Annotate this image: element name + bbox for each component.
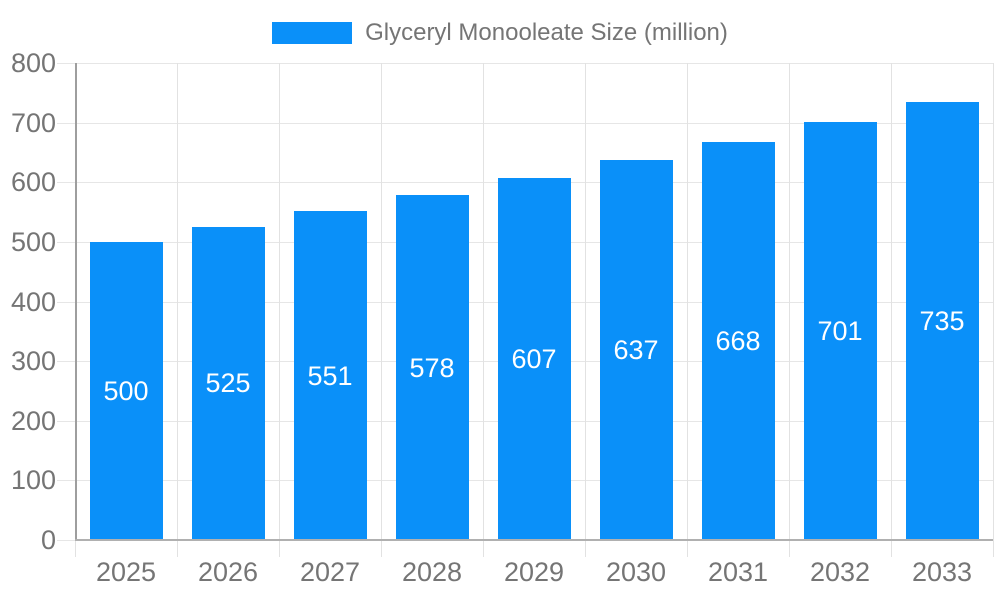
x-axis-tick-label: 2027 xyxy=(299,557,361,587)
bar[interactable] xyxy=(803,122,877,540)
bar[interactable] xyxy=(497,178,571,540)
x-axis-tick-label: 2030 xyxy=(605,557,667,587)
v-gridline xyxy=(177,63,178,557)
x-axis-tick-label: 2029 xyxy=(503,557,565,587)
bar[interactable] xyxy=(599,160,673,540)
v-gridline xyxy=(687,63,688,557)
y-axis-tick-label: 200 xyxy=(10,405,56,436)
bar-value-label: 637 xyxy=(613,335,659,366)
bar-value-label: 607 xyxy=(511,344,557,375)
y-axis-tick-label: 400 xyxy=(10,286,56,317)
x-axis-tick-label: 2028 xyxy=(401,557,463,587)
h-gridline xyxy=(57,63,993,64)
x-axis-tick-label: 2025 xyxy=(95,557,157,587)
legend-swatch xyxy=(272,22,353,44)
v-gridline xyxy=(279,63,280,557)
h-gridline xyxy=(57,122,993,124)
legend-label: Glyceryl Monooleate Size (million) xyxy=(365,19,728,46)
v-gridline xyxy=(585,63,586,557)
y-axis-line xyxy=(75,63,77,540)
v-gridline xyxy=(483,63,484,557)
y-axis-tick-label: 500 xyxy=(10,226,56,257)
v-gridline xyxy=(789,63,790,557)
bar[interactable] xyxy=(89,241,163,540)
v-gridline xyxy=(891,63,892,557)
bar[interactable] xyxy=(293,211,367,540)
y-axis-tick-label: 100 xyxy=(10,465,56,496)
y-axis-tick-label: 600 xyxy=(10,167,56,198)
bar-value-label: 525 xyxy=(205,368,251,399)
bar[interactable] xyxy=(191,226,265,540)
bar-value-label: 735 xyxy=(919,305,965,336)
legend-item[interactable]: Glyceryl Monooleate Size (million) xyxy=(0,14,1000,52)
y-axis-tick-label: 300 xyxy=(10,346,56,377)
bar-value-label: 500 xyxy=(103,375,149,406)
x-axis-tick-label: 2026 xyxy=(197,557,259,587)
v-gridline xyxy=(993,63,994,557)
bar-value-label: 701 xyxy=(817,316,863,346)
bar[interactable] xyxy=(905,101,979,540)
bar-value-label: 578 xyxy=(409,352,455,383)
x-axis-tick-label: 2032 xyxy=(809,557,871,587)
bar-value-label: 668 xyxy=(715,325,761,356)
bar-value-label: 551 xyxy=(307,360,353,391)
x-axis-tick-label: 2033 xyxy=(911,557,973,587)
x-axis-tick-label: 2031 xyxy=(707,557,769,587)
bar[interactable] xyxy=(701,141,775,540)
y-axis-tick-label: 700 xyxy=(10,107,56,138)
bar[interactable] xyxy=(395,195,469,540)
y-axis-tick-label: 800 xyxy=(10,48,56,78)
x-axis-line xyxy=(75,539,993,541)
v-gridline xyxy=(381,63,382,557)
y-axis-tick-label: 0 xyxy=(40,525,56,555)
